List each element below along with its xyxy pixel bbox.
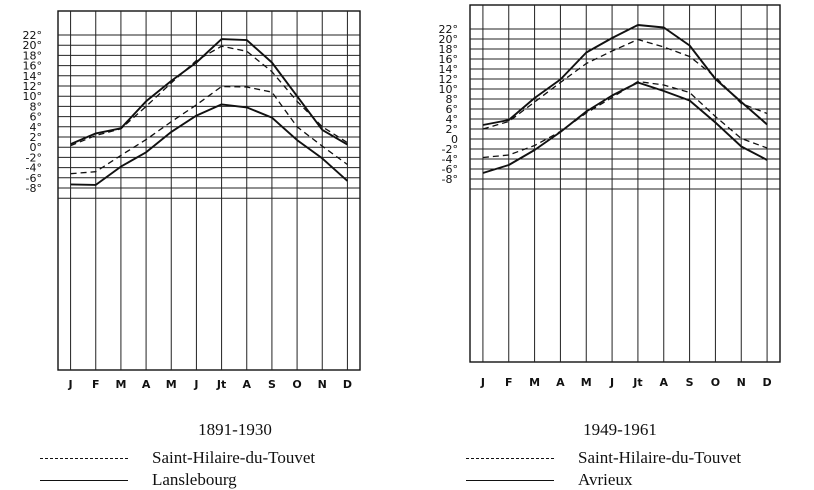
y-tick-label: 12° xyxy=(439,73,459,86)
y-tick-label: -4° xyxy=(442,153,458,166)
x-tick-label: J xyxy=(480,376,485,389)
legend-dashed-row-1: Saint-Hilaire-du-Touvet xyxy=(40,448,315,468)
period-caption-1949-1961: 1949-1961 xyxy=(583,420,657,439)
y-tick-label: 20° xyxy=(23,39,43,52)
y-tick-label: -6° xyxy=(442,163,458,176)
y-tick-label: 4° xyxy=(30,121,43,134)
y-tick-label: 4° xyxy=(446,113,459,126)
plot-frame xyxy=(57,10,361,371)
y-tick-label: -8° xyxy=(26,182,42,195)
series-line-dashed xyxy=(482,38,768,130)
legend-solid-row-1: Lanslebourg xyxy=(40,470,237,490)
x-tick-label: Jt xyxy=(216,378,226,391)
y-tick-label: 0 xyxy=(451,133,458,146)
y-tick-label: -6° xyxy=(26,172,42,185)
y-tick-label: 8° xyxy=(446,93,459,106)
x-tick-label: D xyxy=(763,376,772,389)
legend-solid-line-swatch xyxy=(466,479,554,481)
y-tick-label: 14° xyxy=(23,70,43,83)
x-tick-label: F xyxy=(92,378,100,391)
x-tick-label: M xyxy=(581,376,592,389)
series-line-solid xyxy=(70,103,349,186)
x-tick-label: J xyxy=(609,376,614,389)
x-tick-label: M xyxy=(115,378,126,391)
legend-dashed-row-2: Saint-Hilaire-du-Touvet xyxy=(466,448,741,468)
y-tick-label: 18° xyxy=(23,49,43,62)
x-tick-label: O xyxy=(711,376,720,389)
x-tick-label: A xyxy=(242,378,251,391)
y-tick-label: 10° xyxy=(439,83,459,96)
plot-frame xyxy=(469,4,781,363)
x-tick-label: S xyxy=(686,376,694,389)
y-tick-label: 18° xyxy=(439,43,459,56)
y-tick-label: 22° xyxy=(23,29,43,42)
x-tick-label: J xyxy=(68,378,73,391)
series-line-solid xyxy=(482,81,768,174)
y-tick-label: 2° xyxy=(30,131,43,144)
y-tick-label: 6° xyxy=(30,111,43,124)
y-tick-label: -2° xyxy=(26,151,42,164)
x-tick-label: N xyxy=(737,376,746,389)
x-tick-label: A xyxy=(556,376,565,389)
y-tick-label: 6° xyxy=(446,103,459,116)
x-tick-label: Jt xyxy=(632,376,642,389)
x-tick-label: J xyxy=(193,378,198,391)
x-tick-label: A xyxy=(659,376,668,389)
y-tick-label: -8° xyxy=(442,173,458,186)
legend-solid-line-swatch xyxy=(40,479,128,481)
y-tick-label: 8° xyxy=(30,100,43,113)
y-tick-label: 0° xyxy=(30,141,43,154)
legend-solid-row-2: Avrieux xyxy=(466,470,632,490)
chart-panel-1891-1930: 22°20°18°16°14°12°10°8°6°4°2°0°-2°-4°-6°… xyxy=(23,10,361,391)
x-tick-label: M xyxy=(166,378,177,391)
legend-dashed-label: Saint-Hilaire-du-Touvet xyxy=(578,448,742,467)
y-tick-label: 16° xyxy=(439,53,459,66)
legend-solid-label: Avrieux xyxy=(578,470,633,489)
series-line-solid xyxy=(482,24,768,126)
y-tick-label: 22° xyxy=(439,23,459,36)
x-tick-label: F xyxy=(505,376,513,389)
series-line-dashed xyxy=(70,85,348,175)
legend-dashed-line-swatch xyxy=(466,457,554,459)
x-tick-label: N xyxy=(318,378,327,391)
x-tick-label: S xyxy=(268,378,276,391)
legend-solid-label: Lanslebourg xyxy=(152,470,237,489)
y-tick-label: 2° xyxy=(446,123,459,136)
y-tick-label: 12° xyxy=(23,80,43,93)
legend-dashed-label: Saint-Hilaire-du-Touvet xyxy=(152,448,316,467)
y-tick-label: 10° xyxy=(23,90,43,103)
x-tick-label: D xyxy=(343,378,352,391)
chart-panel-1949-1961: 22°20°18°16°14°12°10°8°6°4°2°0-2°-4°-6°-… xyxy=(439,4,781,389)
y-tick-label: 16° xyxy=(23,60,43,73)
y-tick-label: 14° xyxy=(439,63,459,76)
period-caption-1891-1930: 1891-1930 xyxy=(198,420,272,439)
legend-dashed-line-swatch xyxy=(40,457,128,459)
y-tick-label: 20° xyxy=(439,33,459,46)
x-tick-label: O xyxy=(292,378,301,391)
y-tick-label: -4° xyxy=(26,162,42,175)
series-line-solid xyxy=(70,38,348,146)
x-tick-label: M xyxy=(529,376,540,389)
x-tick-label: A xyxy=(142,378,151,391)
y-tick-label: -2° xyxy=(442,143,458,156)
